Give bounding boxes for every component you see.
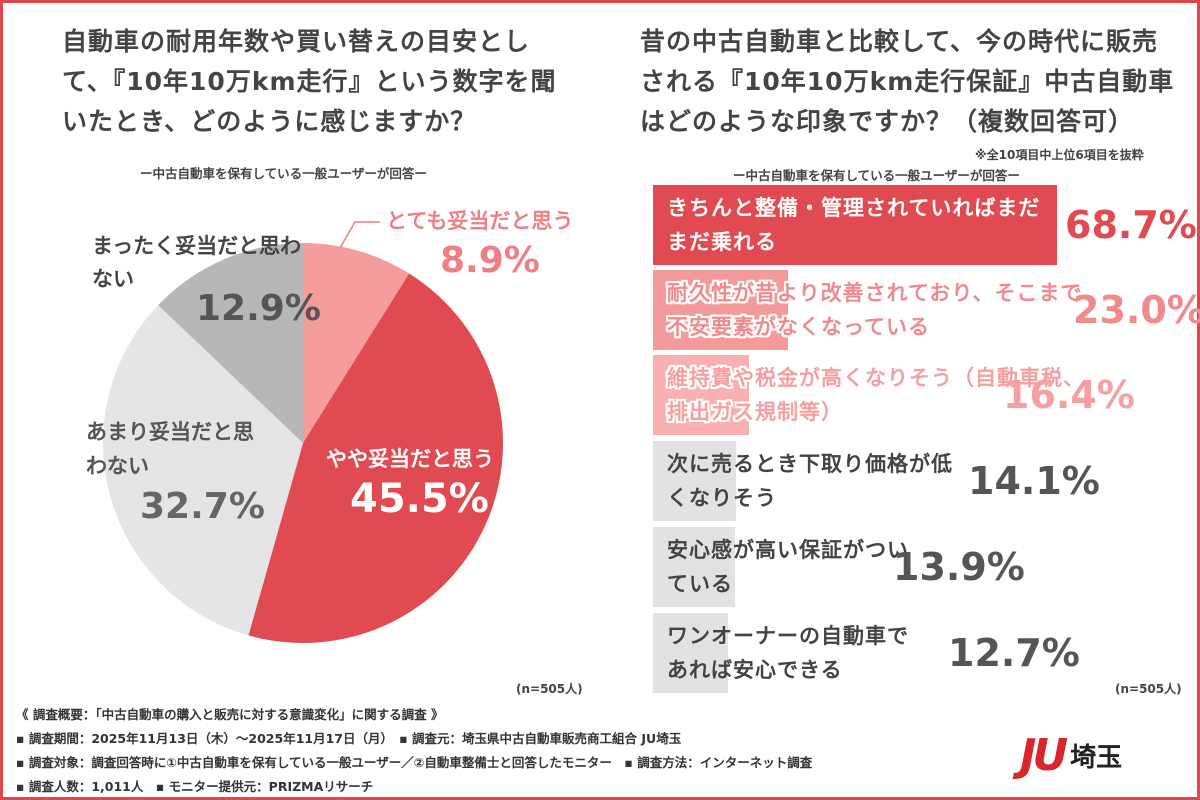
logo-text: 埼玉: [1070, 743, 1123, 773]
pie-label-3: まったく妥当だと思わない: [92, 234, 302, 291]
bar-1: [653, 270, 789, 350]
pie-label-2: あまり妥当だと思わない: [86, 420, 254, 478]
bar-5: [653, 613, 728, 693]
bar-value-4: 13.9%: [893, 545, 1025, 589]
pie-value-2: 32.7%: [140, 486, 265, 527]
bar-value-2: 16.4%: [1003, 373, 1135, 417]
ju-saitama-logo: JU 埼玉: [1020, 730, 1122, 781]
bar-row: ワンオーナーの自動車であれば安心できる 12.7%: [653, 613, 1193, 693]
bar-value-1: 23.0%: [1073, 288, 1200, 332]
bar-0: [653, 185, 1057, 265]
bar-value-3: 14.1%: [968, 459, 1100, 503]
pie-value-3: 12.9%: [196, 288, 321, 329]
bar-label-4: 安心感が高い保証がついている: [667, 538, 909, 596]
bar-2: [653, 355, 750, 435]
logo-mark: JU: [1020, 730, 1068, 781]
pie-subtitle: ー中古自動車を保有している一般ユーザーが回答ー: [140, 166, 427, 181]
pie-value-0: 8.9%: [440, 240, 540, 281]
pie-leader-line: [339, 221, 380, 249]
pie-n-label: (n=505人): [516, 682, 583, 696]
bar-row: 維持費や税金が高くなりそう（自動車税、排出ガス規制等） 16.4%: [653, 355, 1193, 435]
footer-line2: ▪ 調査対象：調査回答時に①中古自動車を保有している一般ユーザー／②自動車整備士…: [16, 755, 813, 770]
pie-slice-0: [303, 243, 410, 443]
bar-n-label: (n=505人): [1115, 682, 1182, 696]
bar-subtitle: ー中古自動車を保有している一般ユーザーが回答ー: [733, 168, 1020, 183]
bar-label-3: 次に売るとき下取り価格が低くなりそう: [667, 452, 953, 510]
bar-row: 安心感が高い保証がついている 13.9%: [653, 527, 1193, 607]
bar-row: きちんと整備・管理されていればまだまだ乗れる 68.7%: [653, 185, 1197, 265]
footer-overview: 《 調査概要：「中古自動車の購入と販売に対する意識変化」に関する調査 》: [16, 707, 444, 722]
bar-3: [653, 441, 736, 521]
pie-value-1: 45.5%: [350, 476, 489, 522]
footer-line1: ▪ 調査期間：2025年11月13日（木）～2025年11月17日（月） ▪ 調…: [16, 731, 682, 746]
bar-4: [653, 527, 735, 607]
footer-line3: ▪ 調査人数：1,011人 ▪ モニター提供元：PRIZMAリサーチ: [16, 779, 374, 794]
pie-label-0: とても妥当だと思う: [386, 209, 574, 233]
bar-value-0: 68.7%: [1065, 203, 1197, 247]
bar-note: ※全10項目中上位6項目を抜粋: [975, 148, 1144, 162]
bar-label-5: ワンオーナーの自動車であれば安心できる: [667, 624, 909, 682]
bar-row: 耐久性が昔より改善されており、そこまで不安要素がなくなっている 23.0%: [653, 270, 1200, 350]
bar-value-5: 12.7%: [948, 631, 1080, 675]
bar-label-0: きちんと整備・管理されていればまだまだ乗れる: [667, 196, 1041, 254]
pie-slice-2: [103, 305, 303, 636]
bar-label-2: 維持費や税金が高くなりそう（自動車税、排出ガス規制等）: [667, 366, 1085, 424]
pie-slice-3: [158, 243, 303, 443]
bar-row: 次に売るとき下取り価格が低くなりそう 14.1%: [653, 441, 1193, 521]
bar-label-1: 耐久性が昔より改善されており、そこまで不安要素がなくなっている: [667, 281, 1083, 339]
pie-label-1: やや妥当だと思う: [326, 447, 494, 471]
pie-title: 自動車の耐用年数や買い替えの目安として、『10年10万km走行』という数字を聞い…: [62, 27, 557, 136]
pie-slice-1: [248, 273, 503, 643]
bar-title: 昔の中古自動車と比較して、今の時代に販売される『10年10万km走行保証』中古自…: [640, 27, 1175, 136]
pie-chart: [103, 221, 503, 643]
